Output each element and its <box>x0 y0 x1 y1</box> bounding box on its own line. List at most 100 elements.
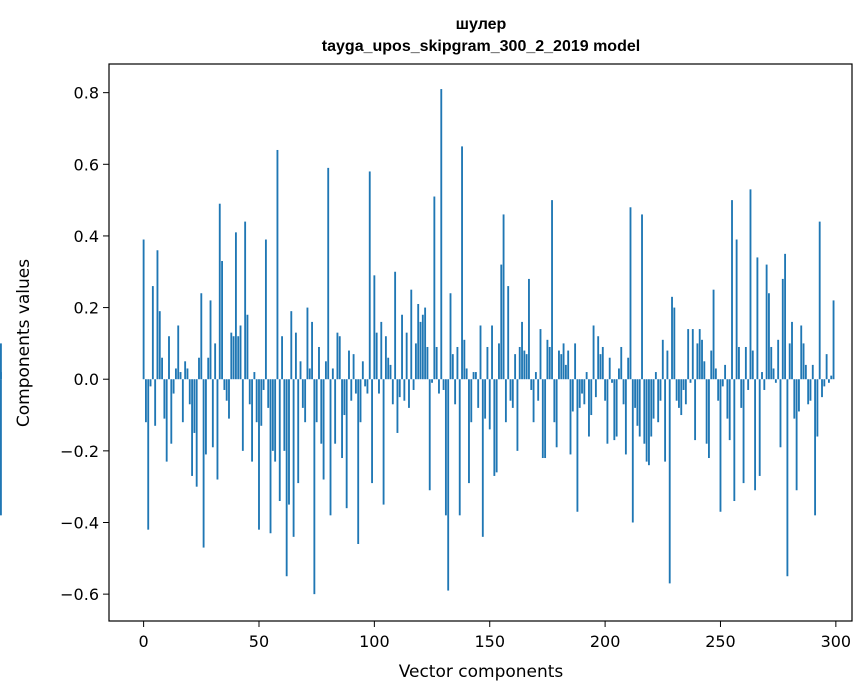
bar-component-160 <box>511 379 514 408</box>
y-tick-label: 0.6 <box>74 155 99 174</box>
bar-component-109 <box>394 271 397 380</box>
chart-subtitle-line: tayga_upos_skipgram_300_2_2019 model <box>322 38 640 55</box>
bar-component-18 <box>184 361 187 380</box>
bar-series <box>0 89 835 595</box>
bar-component-64 <box>290 311 293 380</box>
bar-component-161 <box>514 354 517 380</box>
bar-component-88 <box>345 379 348 509</box>
y-axis-ticks: −0.6 −0.4 −0.2 0.0 0.2 0.4 0.6 0.8 <box>60 84 109 604</box>
bar-component-81 <box>329 379 332 516</box>
bar-component-67 <box>297 379 300 484</box>
x-tick-label: 250 <box>705 632 736 651</box>
bar-component-83 <box>334 379 337 444</box>
bar-component-215 <box>638 379 641 437</box>
x-tick-label: 200 <box>590 632 621 651</box>
bar-component-16 <box>179 372 182 380</box>
bar-component-84 <box>336 332 339 380</box>
bar-component-284 <box>798 379 800 412</box>
x-tick-label: 150 <box>474 632 505 651</box>
bar-component-243 <box>703 361 706 380</box>
bar-component-262 <box>747 379 750 390</box>
bar-component-209 <box>624 379 627 455</box>
bar-component-148 <box>484 379 487 419</box>
bar-component-183 <box>564 364 567 380</box>
bar-component-142 <box>470 379 473 423</box>
bar-component-38 <box>230 332 233 380</box>
bar-component-285 <box>800 325 803 380</box>
bar-component-60 <box>281 336 283 380</box>
bar-component-224 <box>659 379 662 401</box>
bar-component-249 <box>717 379 720 401</box>
bar-component-165 <box>523 350 526 380</box>
bar-component-201 <box>606 379 609 444</box>
bar-component-102 <box>378 379 380 394</box>
bar-component-28 <box>207 357 210 380</box>
bar-component-8 <box>161 357 163 380</box>
bar-component-108 <box>391 379 394 405</box>
bar-component-291 <box>814 379 817 516</box>
bar-component-278 <box>784 253 787 380</box>
bar-component-19 <box>186 368 189 380</box>
bar-component-192 <box>585 372 588 380</box>
bar-component-58 <box>276 149 279 380</box>
y-axis-label: Components values <box>14 259 34 427</box>
bar-component-23 <box>195 379 198 487</box>
bar-component-238 <box>691 329 694 380</box>
bar-component-264 <box>751 350 754 380</box>
bar-component-100 <box>373 275 376 380</box>
bar-component-131 <box>444 379 447 516</box>
bar-component-66 <box>294 332 297 380</box>
bar-component-270 <box>765 264 768 380</box>
y-tick-label: 0.2 <box>74 299 99 318</box>
bar-component-267 <box>758 379 761 476</box>
bar-component-10 <box>165 379 168 462</box>
bar-component-104 <box>382 379 385 505</box>
bar-component-85 <box>338 336 341 380</box>
bar-component-229 <box>671 296 673 380</box>
bar-component-185 <box>569 379 572 455</box>
x-tick-label: 0 <box>139 632 149 651</box>
bar-component-151 <box>491 325 493 380</box>
y-tick-label: −0.2 <box>60 442 99 461</box>
bar-component-87 <box>343 379 346 416</box>
bar-component-260 <box>742 379 745 484</box>
bar-component-154 <box>498 343 500 380</box>
bar-component-128 <box>438 379 440 394</box>
bar-component-206 <box>618 368 620 380</box>
bar-component-6 <box>156 250 159 380</box>
bar-component-65 <box>292 379 295 537</box>
bar-component-30 <box>211 379 214 448</box>
bar-component-72 <box>308 368 311 380</box>
bar-component-281 <box>791 321 793 380</box>
bar-component-50 <box>258 379 260 530</box>
bar-component-217 <box>643 379 646 444</box>
bar-component-250 <box>719 379 722 512</box>
bar-component-149 <box>486 346 489 380</box>
bar-component-112 <box>401 314 403 380</box>
bar-component-164 <box>521 321 523 380</box>
bar-component-188 <box>576 379 579 512</box>
bar-component-173 <box>541 379 544 459</box>
bar-component-202 <box>608 357 611 380</box>
bar-component-137 <box>458 379 461 516</box>
bar-component-53 <box>264 239 267 380</box>
bar-component-1 <box>145 379 147 423</box>
bar-component-35 <box>223 379 226 390</box>
bar-component-275 <box>777 339 780 380</box>
bar-component-123 <box>426 346 429 380</box>
plot-frame <box>108 63 853 622</box>
bar-component-156 <box>502 214 505 380</box>
bar-component-295 <box>823 379 826 387</box>
bar-component-216 <box>641 214 643 380</box>
bar-component-266 <box>756 257 759 380</box>
bar-component-271 <box>768 293 770 380</box>
bar-component-95 <box>361 361 364 380</box>
bar-component-166 <box>525 354 528 380</box>
bar-component-93 <box>357 379 360 544</box>
bar-component-294 <box>821 379 823 398</box>
bar-component-241 <box>698 329 701 380</box>
bar-component-218 <box>645 379 648 462</box>
bar-component-240 <box>696 343 699 380</box>
bar-component-157 <box>504 379 507 423</box>
bar-component-46 <box>248 379 251 405</box>
